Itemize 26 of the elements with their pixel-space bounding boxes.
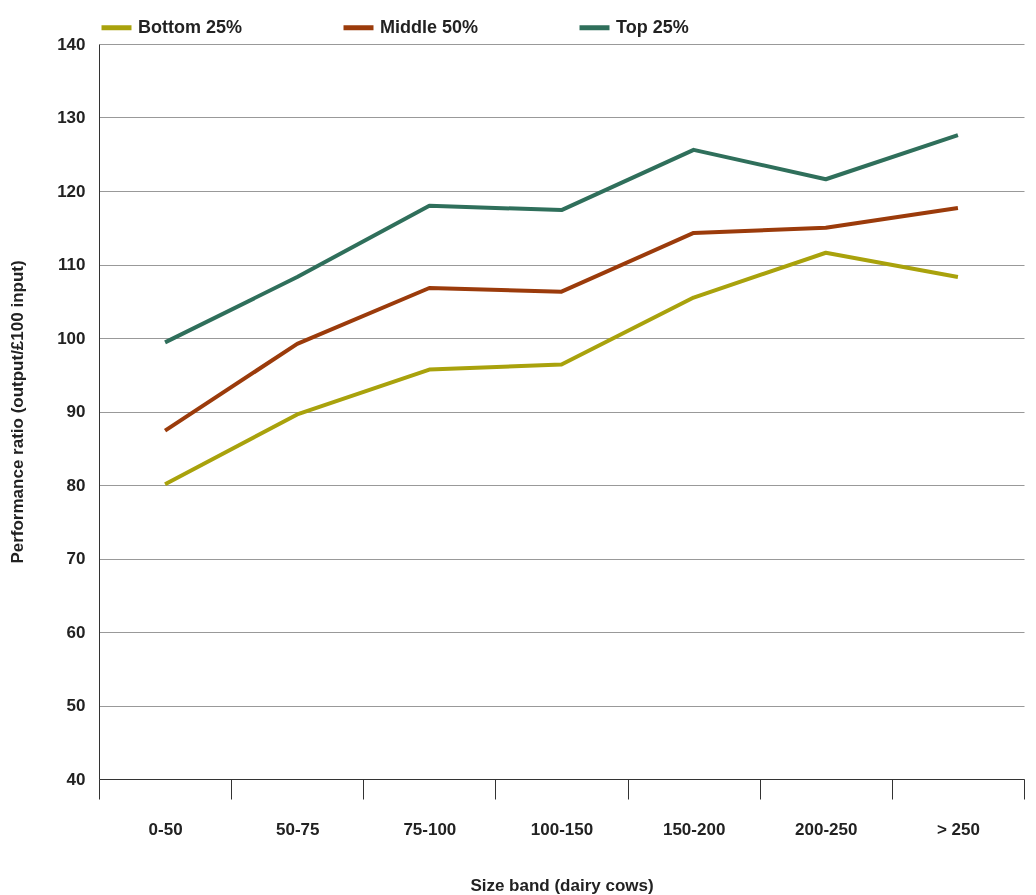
legend-label: Middle 50% [380,16,479,37]
y-tick-label: 80 [66,475,86,495]
x-tick-label: 50-75 [275,819,320,839]
y-axis-title: Performance ratio (output/£100 input) [8,260,28,564]
y-tick-label: 130 [57,108,86,127]
y-tick-label: 40 [66,769,86,789]
x-tick-label: > 250 [936,819,980,839]
y-tick-label: 100 [57,328,86,348]
line-series [163,250,960,487]
line-series [163,205,960,433]
x-tick-label: 75-100 [403,819,457,839]
line-series [163,133,960,345]
y-tick-label: 60 [66,622,86,642]
x-axis-title: Size band (dairy cows) [470,875,654,895]
y-tick-label: 110 [58,255,86,274]
x-tick-label: 0-50 [148,819,183,839]
x-tick-label: 150-200 [662,819,726,839]
x-tick-label: 100-150 [530,819,594,839]
y-tick-label: 50 [66,696,86,715]
y-tick-label: 140 [57,34,86,54]
y-tick-label: 90 [66,402,86,421]
y-tick-label: 120 [57,181,86,201]
x-tick-label: 200-250 [795,819,858,839]
legend-label: Bottom 25% [138,16,243,37]
legend-label: Top 25% [616,16,689,37]
y-tick-label: 70 [66,549,86,568]
